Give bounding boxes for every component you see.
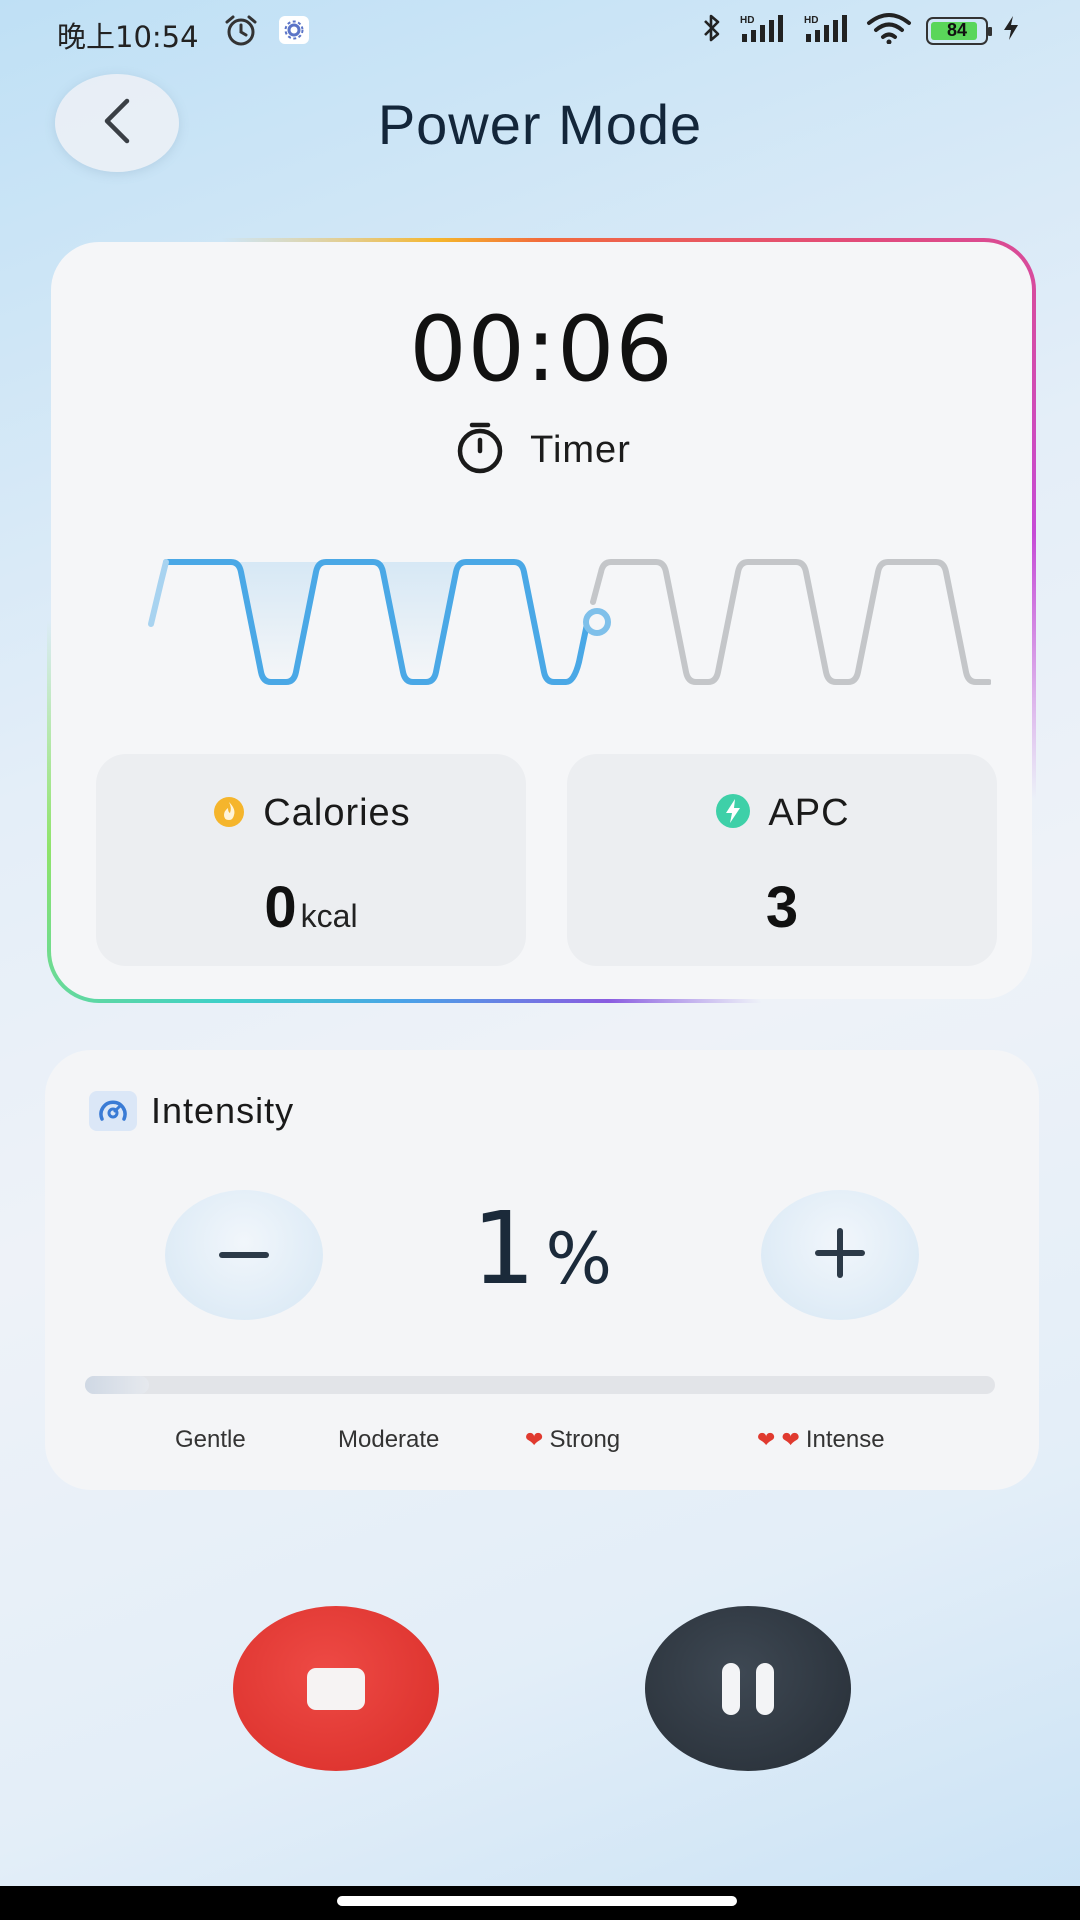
intensity-slider[interactable]	[85, 1376, 995, 1394]
intensity-title: Intensity	[151, 1090, 295, 1131]
waveform-progress-marker	[583, 608, 611, 636]
stopwatch-icon	[452, 420, 508, 481]
level-strong-label: Strong	[549, 1426, 621, 1453]
apc-value: 3	[765, 875, 799, 940]
level-moderate-label: Moderate	[338, 1426, 440, 1453]
settings-icon	[279, 16, 309, 44]
plus-icon	[815, 1227, 865, 1283]
level-strong: ❤ Strong	[525, 1426, 620, 1454]
svg-text:HD: HD	[804, 15, 818, 26]
apc-stat: APC 3	[567, 754, 997, 966]
intensity-value-row: 1 %	[45, 1190, 1039, 1307]
svg-text:HD: HD	[740, 15, 754, 26]
gauge-icon	[89, 1091, 137, 1131]
signal-icon: HD	[738, 12, 788, 49]
decrease-intensity-button[interactable]	[165, 1190, 323, 1320]
stop-icon	[307, 1667, 365, 1710]
chevron-left-icon	[99, 97, 135, 150]
level-intense-label: Intense	[805, 1426, 885, 1453]
apc-label: APC	[768, 792, 850, 834]
level-gentle-label: Gentle	[175, 1426, 246, 1453]
calories-value: 0	[264, 875, 297, 940]
calories-label: Calories	[263, 792, 411, 834]
page-title: Power Mode	[377, 93, 703, 156]
pulse-waveform	[148, 559, 991, 685]
status-time: 晚上10:54	[57, 20, 199, 54]
waveform-active	[163, 559, 590, 685]
level-gentle: Gentle	[175, 1426, 246, 1454]
increase-intensity-button[interactable]	[761, 1190, 919, 1320]
pause-icon	[722, 1662, 774, 1715]
battery-indicator: 84	[926, 16, 992, 45]
stop-button[interactable]	[233, 1606, 439, 1771]
timer-label-row: Timer	[51, 420, 1032, 481]
calories-stat: Calories 0 kcal	[96, 754, 526, 966]
level-intense: ❤ ❤ Intense	[757, 1426, 885, 1454]
flame-icon	[211, 793, 247, 834]
home-indicator[interactable]	[337, 1896, 737, 1906]
intensity-card: Intensity 1 % Gentle Moderate ❤ Strong ❤…	[45, 1050, 1039, 1490]
bluetooth-icon	[700, 12, 724, 49]
intensity-levels: Gentle Moderate ❤ Strong ❤ ❤ Intense	[45, 1426, 1039, 1466]
intensity-unit: %	[545, 1218, 613, 1300]
battery-level: 84	[946, 20, 968, 40]
calories-unit: kcal	[300, 898, 358, 934]
level-moderate: Moderate	[338, 1426, 439, 1454]
back-button[interactable]	[55, 74, 179, 172]
waveform-inactive	[590, 559, 991, 685]
session-card: 00:06 Timer	[47, 238, 1036, 1003]
timer-value: 00:06	[409, 297, 674, 402]
wifi-icon	[866, 12, 912, 49]
heart-icon: ❤	[525, 1427, 544, 1452]
minus-icon	[219, 1246, 269, 1264]
status-bar: 晚上10:54 HD HD 84	[0, 0, 1080, 62]
pause-button[interactable]	[645, 1606, 851, 1771]
intensity-value: 1	[471, 1190, 536, 1307]
signal-icon-2: HD	[802, 12, 852, 49]
heart-icon: ❤	[781, 1427, 800, 1452]
lightning-icon	[714, 792, 752, 835]
heart-icon: ❤	[757, 1427, 776, 1452]
navigation-bar	[0, 1886, 1080, 1920]
status-icons: HD HD 84	[700, 12, 1020, 49]
alarm-icon	[222, 14, 260, 53]
intensity-slider-fill	[85, 1376, 149, 1394]
timer-label: Timer	[530, 429, 631, 471]
charging-icon	[1002, 15, 1020, 46]
